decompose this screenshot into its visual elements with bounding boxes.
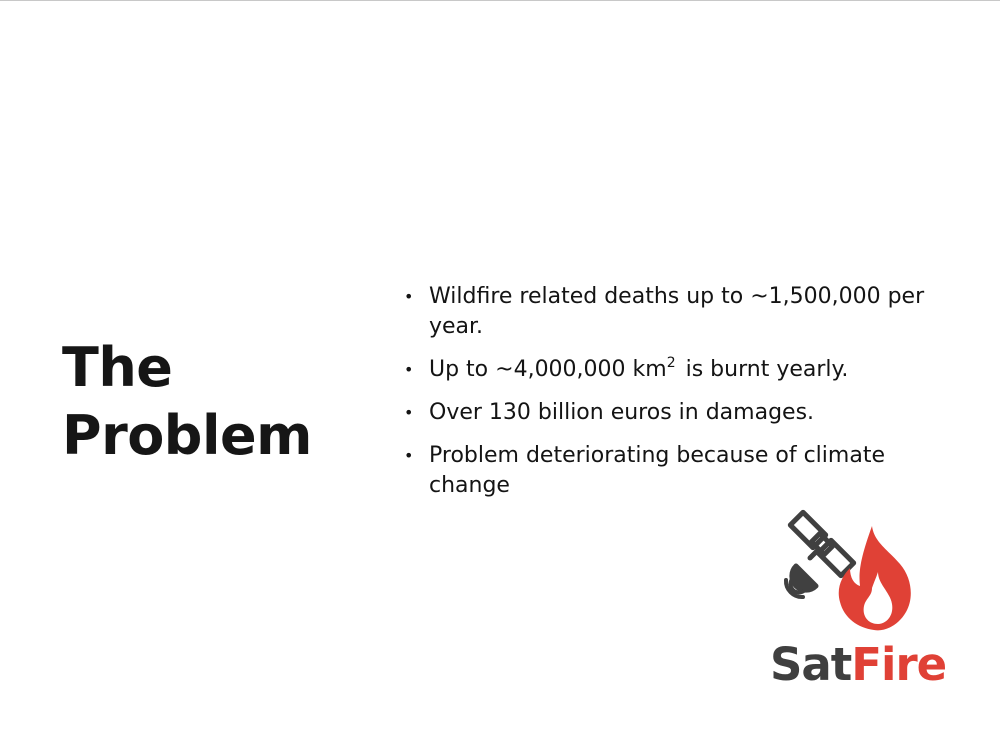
slide-title-line-1: The bbox=[62, 336, 173, 399]
logo-wordmark-sat: Sat bbox=[770, 638, 852, 691]
flame-icon bbox=[838, 526, 911, 631]
slide-title: The Problem bbox=[62, 334, 312, 470]
bullet-text-area-before: Up to ~4,000,000 km bbox=[429, 357, 667, 382]
top-border bbox=[0, 0, 1000, 1]
logo-wordmark: SatFire bbox=[770, 638, 947, 691]
bullet-text-climate: Problem deteriorating because of climate… bbox=[429, 443, 885, 498]
bullet-dot: • bbox=[404, 403, 414, 422]
slide-title-line-2: Problem bbox=[62, 404, 312, 467]
bullet-item-damages: • Over 130 billion euros in damages. bbox=[400, 398, 960, 428]
bullet-text-area: Up to ~4,000,000 km2 is burnt yearly. bbox=[429, 355, 849, 382]
bullet-item-deaths: • Wildfire related deaths up to ~1,500,0… bbox=[400, 282, 960, 342]
bullet-text-deaths: Wildfire related deaths up to ~1,500,000… bbox=[429, 284, 925, 339]
satfire-logo: SatFire bbox=[760, 508, 947, 698]
bullet-dot: • bbox=[404, 287, 414, 306]
bullet-text-damages: Over 130 billion euros in damages. bbox=[429, 400, 815, 425]
logo-wordmark-fire: Fire bbox=[851, 638, 947, 691]
bullet-text-area-after: is burnt yearly. bbox=[678, 357, 849, 382]
bullet-item-climate: • Problem deteriorating because of clima… bbox=[400, 441, 960, 501]
satellite-icon bbox=[783, 509, 857, 600]
area-superscript: 2 bbox=[666, 355, 676, 371]
bullet-dot: • bbox=[404, 360, 414, 379]
logo-graphic bbox=[783, 509, 911, 631]
bullet-dot: • bbox=[404, 446, 414, 465]
bullet-item-area: • Up to ~4,000,000 km2 is burnt yearly. bbox=[400, 355, 960, 385]
bullet-list: • Wildfire related deaths up to ~1,500,0… bbox=[400, 282, 960, 514]
